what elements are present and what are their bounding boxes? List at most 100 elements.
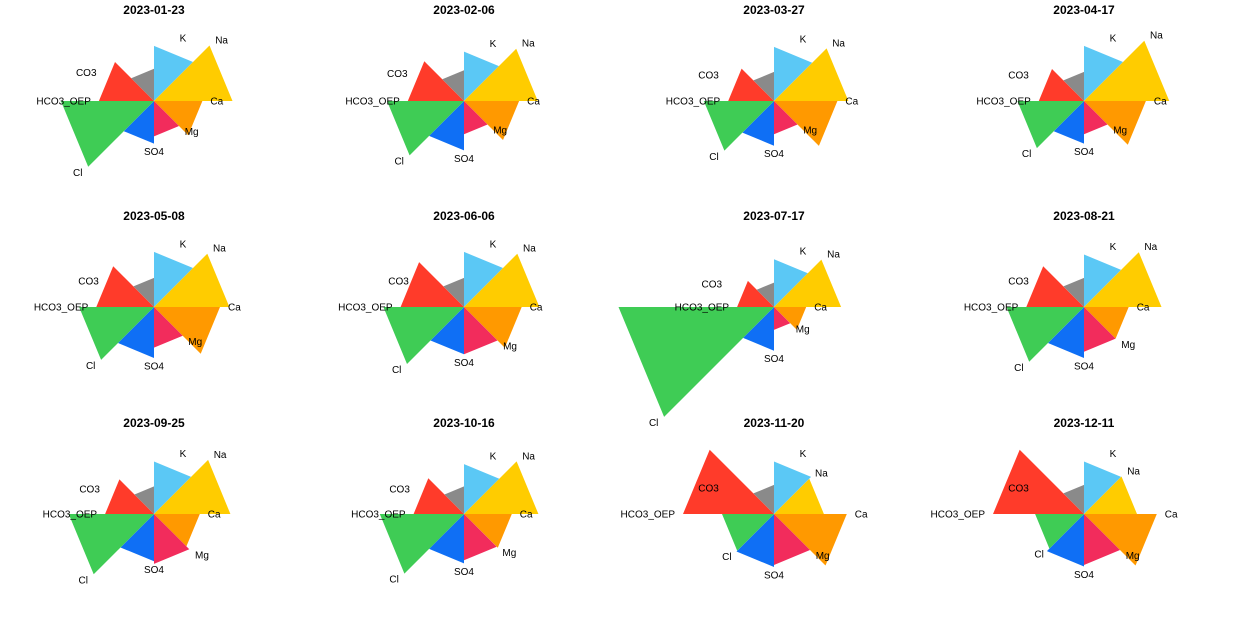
star-segment-co3 [1063, 484, 1084, 514]
star-segment-na [774, 48, 849, 101]
axis-label-hco3-oep: HCO3_OEP [964, 303, 1019, 314]
axis-label-cl: Cl [709, 152, 718, 163]
star-segment-na [1084, 40, 1170, 101]
axis-label-co3: CO3 [1008, 483, 1029, 494]
axis-label-ca: Ca [530, 303, 543, 314]
star-segment-cl [379, 514, 464, 574]
axis-label-hco3-oep: HCO3_OEP [338, 303, 393, 314]
axis-label-cl: Cl [722, 552, 731, 563]
axis-label-k: K [800, 449, 807, 460]
axis-label-so4: SO4 [454, 154, 474, 165]
star-segment-mg [774, 307, 791, 330]
axis-label-hco3-oep: HCO3_OEP [351, 510, 406, 521]
star-segment-ca [1084, 514, 1157, 566]
star-segment-co3 [1063, 277, 1084, 307]
axis-label-mg: Mg [803, 126, 817, 137]
axis-label-na: Na [215, 35, 228, 46]
star-segment-mg [154, 101, 179, 137]
star-segment-so4 [743, 307, 774, 351]
axis-label-na: Na [522, 451, 535, 462]
star-segment-k [774, 461, 812, 514]
axis-label-so4: SO4 [454, 567, 474, 578]
star-segment-so4 [429, 101, 464, 151]
star-segment-mg [774, 514, 810, 565]
star-segment-cl [1035, 514, 1084, 549]
star-segment-ca [1084, 101, 1146, 145]
axis-label-na: Na [827, 249, 840, 260]
axis-label-k: K [800, 34, 807, 45]
axis-label-hco3-oep: HCO3_OEP [666, 97, 721, 108]
panel-title: 2023-01-23 [123, 3, 185, 17]
star-segment-ca [464, 514, 512, 548]
axis-label-na: Na [815, 469, 828, 480]
star-segment-k [464, 251, 503, 307]
star-segment-hco3-oep [1026, 266, 1084, 307]
axis-label-mg: Mg [1121, 340, 1135, 351]
star-segment-k [1084, 45, 1123, 101]
axis-label-co3: CO3 [1008, 70, 1029, 81]
star-segment-mg [1084, 101, 1108, 135]
star-segment-so4 [123, 101, 154, 144]
axis-label-k: K [490, 39, 497, 50]
star-panel-2023-04-17: K Na Ca Mg SO4 Cl HCO3_OEP CO3 2023-04-17 [976, 3, 1170, 160]
axis-label-k: K [180, 33, 187, 44]
star-segment-hco3-oep [728, 68, 774, 101]
star-segment-k [774, 259, 808, 307]
star-segment-ca [154, 514, 200, 547]
axis-label-so4: SO4 [144, 362, 164, 373]
axis-label-ca: Ca [1137, 303, 1150, 314]
axis-label-ca: Ca [845, 97, 858, 108]
star-panel-2023-09-25: K Na Ca Mg SO4 Cl HCO3_OEP CO3 2023-09-25 [43, 416, 231, 587]
star-panel-2023-05-08: K Na Ca Mg SO4 Cl HCO3_OEP CO3 2023-05-08 [34, 209, 241, 373]
star-segment-hco3-oep [98, 62, 154, 101]
star-panel-2023-12-11: K Na Ca Mg SO4 Cl HCO3_OEP CO3 2023-12-11 [931, 416, 1178, 581]
axis-label-co3: CO3 [78, 276, 99, 287]
star-segment-so4 [118, 307, 154, 358]
star-segment-cl [383, 307, 464, 364]
axis-label-co3: CO3 [76, 68, 97, 79]
star-segment-na [464, 253, 540, 307]
axis-label-co3: CO3 [389, 484, 410, 495]
panel-title: 2023-02-06 [433, 3, 495, 17]
axis-label-mg: Mg [796, 324, 810, 335]
panel-title: 2023-11-20 [744, 416, 805, 430]
star-segment-co3 [753, 484, 774, 514]
axis-label-hco3-oep: HCO3_OEP [345, 97, 400, 108]
star-segment-na [154, 45, 233, 101]
star-segment-na [154, 459, 231, 514]
star-segment-na [774, 259, 842, 307]
axis-label-na: Na [832, 38, 845, 49]
star-panel-2023-07-17: K Na Ca Mg SO4 Cl HCO3_OEP CO3 2023-07-17 [618, 209, 842, 429]
axis-label-co3: CO3 [698, 70, 719, 81]
star-panel-2023-11-20: K Na Ca Mg SO4 Cl HCO3_OEP CO3 2023-11-20 [621, 416, 868, 582]
star-segment-k [1084, 254, 1122, 307]
axis-label-mg: Mg [195, 551, 209, 562]
axis-label-hco3-oep: HCO3_OEP [931, 510, 986, 521]
star-segment-cl [1006, 307, 1084, 362]
axis-label-na: Na [523, 244, 536, 255]
star-segment-cl [68, 514, 154, 575]
star-segment-na [154, 253, 230, 307]
star-segment-co3 [131, 68, 154, 101]
axis-label-ca: Ca [208, 510, 221, 521]
axis-label-na: Na [214, 450, 227, 461]
axis-label-co3: CO3 [702, 280, 723, 291]
star-segment-hco3-oep [400, 262, 464, 307]
star-segment-hco3-oep [683, 449, 774, 514]
axis-label-cl: Cl [86, 361, 95, 372]
star-segment-hco3-oep [993, 449, 1084, 514]
star-segment-cl [1017, 101, 1084, 149]
axis-label-mg: Mg [816, 551, 830, 562]
axis-label-cl: Cl [1014, 363, 1023, 374]
star-segment-co3 [442, 70, 464, 101]
star-segment-mg [1084, 514, 1120, 565]
star-segment-cl [618, 307, 774, 417]
axis-label-k: K [180, 449, 187, 460]
axis-label-so4: SO4 [1074, 147, 1094, 158]
axis-label-na: Na [1144, 242, 1157, 253]
axis-label-mg: Mg [493, 126, 507, 137]
panel-title: 2023-09-25 [123, 416, 185, 430]
star-panel-2023-08-21: K Na Ca Mg SO4 Cl HCO3_OEP CO3 2023-08-21 [964, 209, 1162, 374]
star-segment-so4 [1053, 101, 1084, 144]
star-segment-na [464, 461, 539, 514]
